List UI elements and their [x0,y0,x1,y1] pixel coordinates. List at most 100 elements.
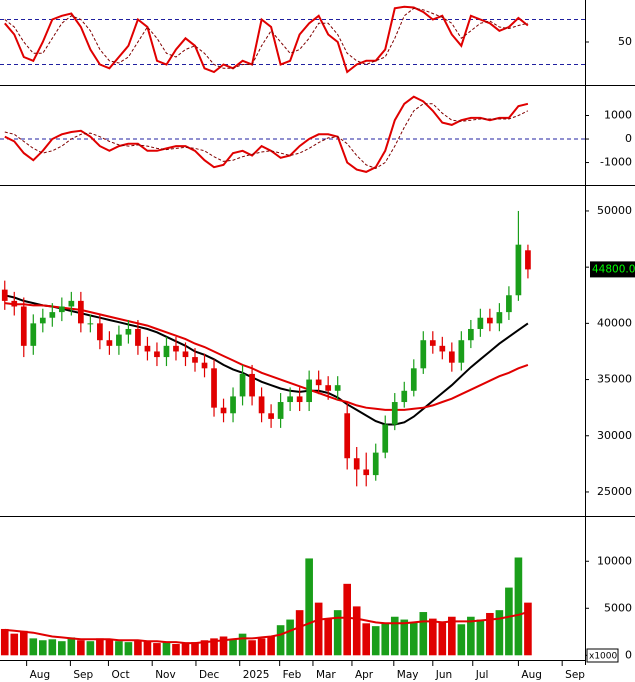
candle-body [30,323,37,346]
volume-bar [77,640,85,656]
y-tick-label: 40000 [597,316,632,329]
y-tick-label: 30000 [597,429,632,442]
volume-bar [210,638,218,656]
volume-bar [314,602,323,656]
candle-body [372,452,379,476]
candle-body [97,323,103,341]
candle-body [515,244,522,296]
volume-bar [333,610,342,656]
volume-bar [162,642,171,656]
volume-bar [505,587,513,656]
y-tick-label: 50 [618,35,632,48]
volume-bar [39,640,47,656]
candle-body [268,413,274,419]
volume-bar [495,610,504,656]
x-tick-label: Feb [283,669,302,681]
candle-body [249,373,255,397]
x-tick-label: May [397,669,419,681]
candle-body [315,379,322,386]
candle-body [306,379,312,403]
volume-bar [486,612,494,656]
volume-bar [248,640,256,656]
volume-bar [371,626,380,656]
candle-body [49,312,56,318]
unit-box [586,648,619,663]
candle-body [401,390,408,403]
series-line [4,7,529,69]
candle-body [287,396,293,403]
candle-body [1,289,8,301]
volume-bar [86,641,95,656]
volume-bar [390,616,399,656]
volume-bar [219,636,228,656]
candle-body [258,396,265,414]
candle-body [296,396,303,403]
candle-body [192,357,198,363]
y-tick-label: 10000 [597,554,632,567]
candle-body [39,317,46,324]
candle-body [78,300,84,324]
candle-body [87,323,94,325]
x-tick-label: Jun [435,669,452,681]
x-tick-label: Aug [30,669,51,681]
volume-bar [19,630,28,656]
candle-body [135,328,141,346]
volume-bar [0,628,9,656]
volume-bar [124,642,133,656]
volume-bar [448,616,456,656]
candle-body [106,340,113,346]
candle-body [429,340,436,346]
candle-body [220,407,227,414]
volume-bar [229,639,237,656]
frame [0,0,635,665]
volume-bar [381,623,390,656]
volume-bar [457,624,466,656]
volume-bar [67,637,76,656]
candle-body [125,328,132,335]
volume-bar [134,640,142,656]
price-tag [590,261,635,278]
volume-bar [343,583,351,656]
candle-body [420,340,427,369]
volume-bar [419,612,428,656]
y-tick-label: 0 [625,648,632,661]
candle-body [448,351,455,363]
x-tick-label: Mar [316,669,336,681]
candle-body [477,317,484,329]
volume-bar [267,636,275,656]
candle-body [468,328,474,341]
series-line [4,103,529,169]
candle-body [334,385,341,391]
unit-label: x1000 [589,652,618,662]
volume-bar [524,602,532,656]
volume-bar [400,619,409,656]
x-tick-label: Apr [355,669,374,681]
volume-bar [324,618,332,656]
volume-bar [181,643,190,656]
candle-body [391,402,398,425]
candle-body [525,250,531,270]
candle-body [487,317,493,324]
candle-body [182,351,189,358]
y-tick-label: 50000 [597,204,632,217]
candle-body [154,351,160,358]
volume-bar [305,558,313,656]
volume-bar [352,606,361,656]
volume-bar [438,621,447,656]
volume-bar [105,639,114,656]
price-tag-label: 44800.00 [592,263,635,275]
x-tick-label: Oct [111,669,129,681]
candle-body [230,396,236,414]
candle-body [363,469,370,476]
series-line [4,294,529,426]
candle-body [496,312,503,324]
y-tick-label: 5000 [604,601,632,614]
volume-bar [467,616,475,656]
x-tick-label: Sep [565,669,585,681]
y-tick-label: 35000 [597,373,632,386]
volume-bar [295,610,304,656]
volume-bar [476,619,485,656]
volume-bar [429,618,437,656]
